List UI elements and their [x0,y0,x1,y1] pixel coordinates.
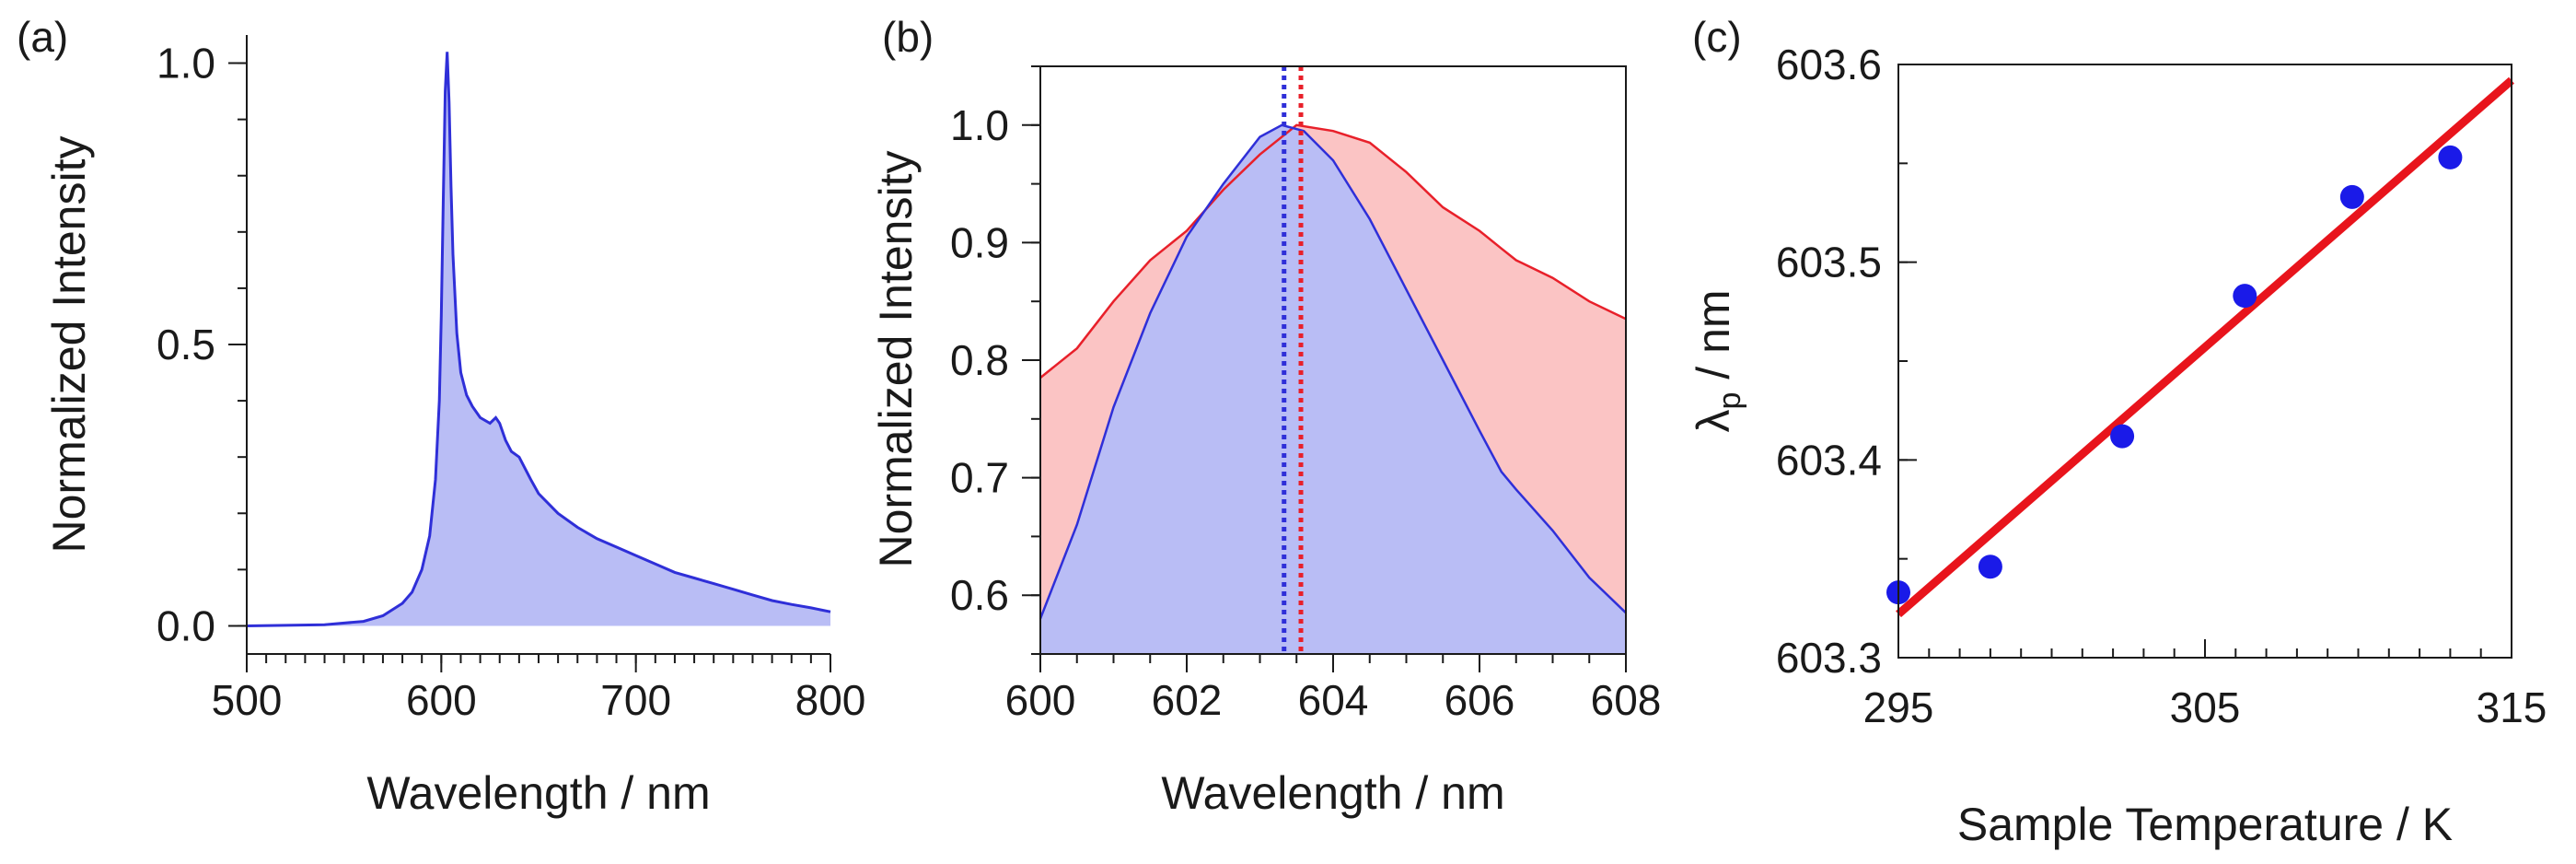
panel-c-data-point [2110,424,2135,449]
x-tick-label: 604 [1298,676,1369,724]
x-tick-label: 800 [795,676,866,724]
y-tick-label: 603.5 [1776,239,1882,286]
panel-b-label: (b) [882,13,934,61]
y-tick-label: 603.4 [1776,436,1882,484]
y-tick-label: 0.8 [950,336,1009,384]
x-tick-label: 295 [1863,683,1934,731]
panel-c: (c) 295 305 315 603.3 603.4 603.5 603.6 Sampl… [1688,13,2547,850]
panel-a-y-axis-title: Normalized Intensity [43,136,95,554]
panel-b-y-axis-title: Normalized Intensity [870,151,922,568]
panel-c-data-point [1978,555,2002,579]
panel-a-y-ticks: 0.0 0.5 1.0 [157,40,247,649]
panel-b-blue-fill [1040,124,1626,655]
panel-b-y-ticks: 0.6 0.7 0.8 0.9 1.0 [950,65,1040,655]
y-tick-label: 0.9 [950,218,1009,266]
panel-c-data-point [2339,184,2364,209]
panel-c-y-axis-title: λp / nm [1688,289,1747,432]
panel-c-data-point [2438,145,2463,169]
panel-a-x-axis-title: Wavelength / nm [366,767,710,819]
y-tick-label: 0.5 [157,321,215,368]
panel-c-data-point [2233,284,2257,309]
panel-c-y-axis-subscript: p [1712,392,1747,410]
panel-b-x-axis-title: Wavelength / nm [1161,767,1504,819]
panel-b: (b) 600 602 604 606 608 0.6 0.7 0.8 0.9 1.0 Wave… [870,13,1661,819]
panel-b-x-ticks: 600 602 604 606 608 [1005,654,1662,724]
y-tick-label: 0.0 [157,601,215,649]
x-tick-label: 602 [1152,676,1223,724]
panel-b-blue-line [1039,123,1627,620]
x-tick-label: 608 [1591,676,1662,724]
x-tick-label: 606 [1445,676,1515,724]
panel-c-fit-line [1896,76,2514,618]
panel-a: (a) 500 600 700 800 0.0 0.5 1.0 Wavelength / … [17,13,865,819]
panel-b-plot-area [1039,66,1627,655]
panel-b-red-line [1039,123,1627,379]
panel-c-plot-area [1886,76,2514,618]
panel-c-y-axis-unit: / nm [1688,289,1739,391]
panel-c-label: (c) [1692,13,1742,61]
panel-c-x-ticks: 295 305 315 [1863,639,2547,731]
panel-a-plot-area [246,52,831,627]
panel-c-y-axis-symbol: λ [1688,410,1739,433]
panel-a-spectrum-line [246,52,831,627]
y-tick-label: 603.3 [1776,634,1882,682]
panel-a-label: (a) [17,13,68,61]
x-tick-label: 700 [600,676,671,724]
x-tick-label: 305 [2170,683,2241,731]
panel-c-y-ticks: 603.3 603.4 603.5 603.6 [1776,41,1917,682]
x-tick-label: 600 [1005,676,1076,724]
y-tick-label: 0.7 [950,454,1009,502]
panel-a-x-ticks: 500 600 700 800 [212,654,866,724]
y-tick-label: 0.6 [950,571,1009,619]
x-tick-label: 600 [406,676,477,724]
x-tick-label: 315 [2477,683,2547,731]
y-tick-label: 1.0 [950,101,1009,149]
panel-a-spectrum-fill [247,52,830,626]
x-tick-label: 500 [212,676,283,724]
y-tick-label: 603.6 [1776,41,1882,88]
y-tick-label: 1.0 [157,40,215,88]
panel-c-x-axis-title: Sample Temperature / K [1957,799,2453,850]
